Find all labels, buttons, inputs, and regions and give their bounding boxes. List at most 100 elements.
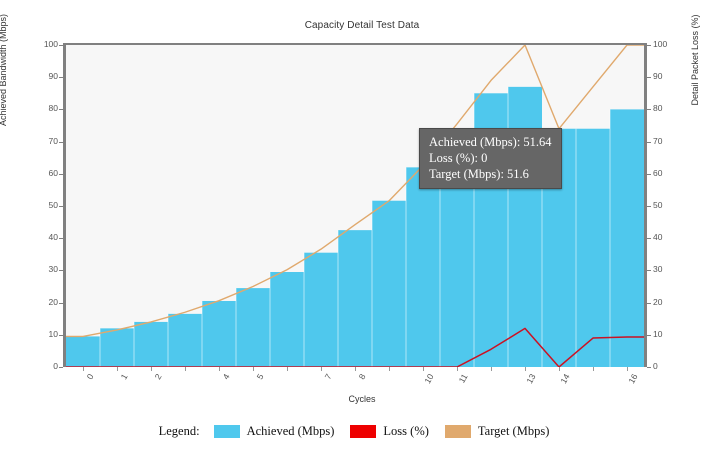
bar-separator	[609, 109, 611, 367]
bar-9[interactable]	[372, 200, 406, 367]
bar-separator	[575, 128, 577, 367]
bar-separator	[507, 86, 509, 367]
y-tick-mark-right	[647, 109, 651, 111]
bar-10[interactable]	[406, 167, 440, 367]
y-tick-label-left: 100	[43, 39, 58, 49]
legend-item-1[interactable]: Achieved (Mbps)	[213, 424, 335, 439]
bar-separator	[303, 252, 305, 367]
y-tick-label-right: 40	[653, 232, 663, 243]
y-tick-mark-left	[59, 45, 63, 46]
bar-8[interactable]	[338, 230, 372, 367]
legend-swatch-icon	[350, 425, 377, 438]
y-tick-label-left: 50	[48, 200, 58, 210]
y-tick-label-right: 20	[653, 296, 663, 307]
y-tick-mark-right	[647, 238, 651, 240]
y-tick-mark-left	[59, 238, 63, 240]
x-tick-mark	[287, 367, 288, 371]
x-axis-title: Cycles	[348, 394, 376, 404]
legend-item-2[interactable]: Loss (%)	[350, 424, 429, 439]
x-tick-mark	[389, 367, 390, 371]
legend-label: Target (Mbps)	[477, 424, 550, 438]
y-axis-left-title: Achieved Bandwidth (Mbps)	[0, 13, 8, 127]
x-tick-mark	[423, 367, 424, 371]
y-tick-mark-right	[647, 270, 651, 272]
y-tick-mark-left	[59, 77, 63, 79]
y-tick-mark-left	[59, 367, 63, 368]
bar-3[interactable]	[168, 313, 202, 367]
y-tick-label-right: 70	[653, 135, 663, 146]
y-tick-label-left: 0	[53, 361, 58, 371]
y-tick-label-right: 10	[653, 328, 663, 339]
bar-separator	[337, 230, 339, 367]
y-tick-mark-right	[647, 173, 651, 175]
chart-legend: Legend: Achieved (Mbps) Loss (%) Target (M…	[0, 424, 724, 439]
y-tick-mark-right	[647, 45, 651, 46]
bar-separator	[439, 131, 441, 367]
y-tick-label-left: 10	[48, 328, 58, 339]
plot-area	[63, 43, 647, 367]
bar-separator	[201, 300, 203, 367]
y-tick-label-right: 90	[653, 71, 663, 82]
bar-0[interactable]	[66, 336, 100, 367]
y-tick-label-left: 60	[48, 167, 58, 178]
y-tick-mark-right	[647, 302, 651, 304]
y-tick-mark-left	[59, 302, 63, 304]
bar-separator	[473, 93, 475, 367]
bar-7[interactable]	[304, 252, 338, 367]
bar-2[interactable]	[134, 321, 168, 367]
bar-separator	[405, 167, 407, 367]
y-tick-label-left: 90	[48, 71, 58, 82]
y-tick-mark-left	[59, 173, 63, 175]
y-tick-label-right: 0	[653, 361, 658, 371]
y-tick-label-left: 20	[48, 296, 58, 307]
data-point-tooltip: Achieved (Mbps): 51.64 Loss (%): 0 Targe…	[419, 128, 562, 189]
x-tick-mark	[593, 367, 594, 371]
y-tick-mark-left	[59, 334, 63, 336]
y-tick-mark-left	[59, 270, 63, 272]
x-tick-mark	[491, 367, 492, 371]
bar-separator	[133, 321, 135, 367]
bar-separator	[235, 288, 237, 367]
legend-label: Achieved (Mbps)	[246, 424, 335, 438]
y-tick-mark-right	[647, 141, 651, 143]
x-tick-mark	[83, 367, 84, 371]
y-tick-label-left: 80	[48, 103, 58, 114]
y-tick-label-right: 30	[653, 264, 663, 275]
y-tick-mark-right	[647, 334, 651, 336]
legend-label: Loss (%)	[383, 424, 429, 438]
tooltip-line-target: Target (Mbps): 51.6	[429, 167, 529, 181]
y-tick-label-right: 60	[653, 167, 663, 178]
legend-swatch-icon	[444, 425, 471, 438]
x-tick-mark	[559, 367, 560, 371]
x-tick-mark	[355, 367, 356, 371]
y-tick-label-right: 100	[653, 39, 668, 49]
x-tick-mark	[457, 367, 458, 371]
bar-1[interactable]	[100, 328, 134, 367]
y-tick-label-right: 80	[653, 103, 663, 114]
x-tick-mark	[219, 367, 220, 371]
y-tick-label-left: 30	[48, 264, 58, 275]
bar-15[interactable]	[576, 128, 610, 367]
bar-16[interactable]	[610, 109, 644, 367]
bar-separator	[371, 200, 373, 367]
bar-6[interactable]	[270, 272, 304, 367]
y-tick-label-right: 50	[653, 200, 663, 210]
legend-swatch-icon	[213, 425, 240, 438]
x-tick-mark	[525, 367, 526, 371]
y-tick-mark-right	[647, 206, 651, 207]
bar-separator	[167, 313, 169, 367]
x-tick-mark	[321, 367, 322, 371]
y-tick-mark-left	[59, 109, 63, 111]
x-tick-mark	[253, 367, 254, 371]
x-tick-mark	[185, 367, 186, 371]
plot-svg	[66, 45, 644, 367]
bar-4[interactable]	[202, 300, 236, 367]
bar-5[interactable]	[236, 288, 270, 367]
x-tick-mark	[117, 367, 118, 371]
y-tick-mark-left	[59, 206, 63, 207]
bar-separator	[541, 128, 543, 367]
bar-separator	[269, 272, 271, 367]
x-tick-mark	[151, 367, 152, 371]
legend-item-3[interactable]: Target (Mbps)	[444, 424, 550, 439]
